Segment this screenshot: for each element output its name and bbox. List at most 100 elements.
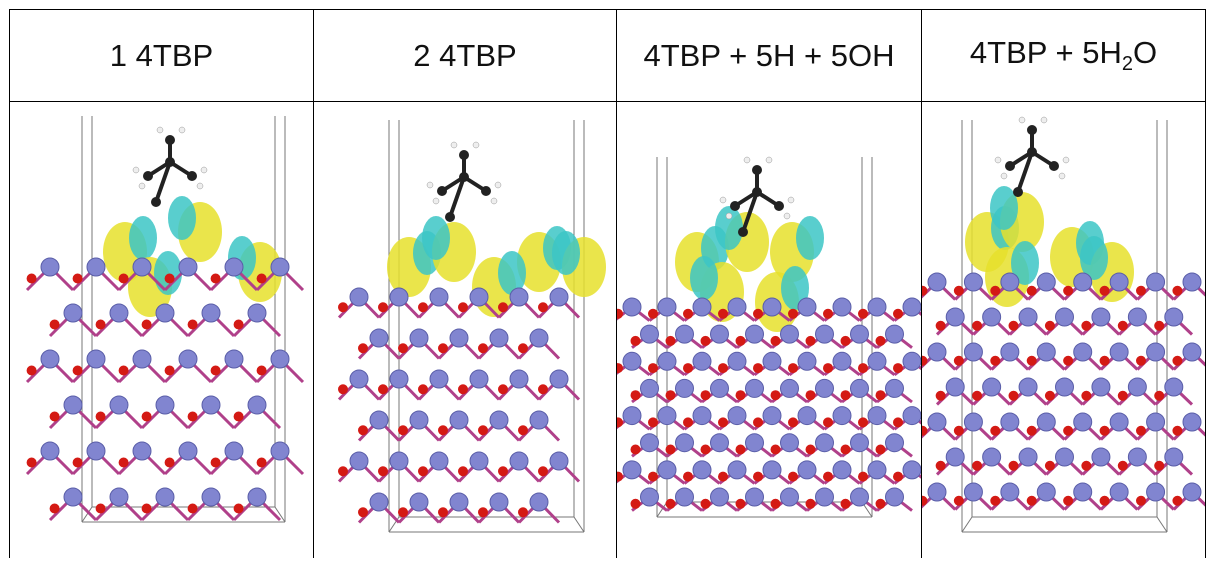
metal-atom: [1037, 343, 1055, 361]
metal-atom: [430, 288, 448, 306]
metal-atom: [728, 461, 746, 479]
oxygen-atom: [648, 417, 658, 427]
metal-atom: [728, 407, 746, 425]
density-cyan: [552, 231, 580, 275]
metal-atom: [1092, 448, 1110, 466]
oxygen-atom: [972, 321, 982, 331]
oxygen-atom: [398, 343, 408, 353]
oxygen-atom: [478, 507, 488, 517]
metal-atom: [370, 329, 388, 347]
oxygen-atom: [1154, 391, 1164, 401]
metal-atom: [928, 483, 946, 501]
metal-atom: [946, 378, 964, 396]
oxygen-atom: [50, 504, 60, 514]
oxygen-atom: [458, 384, 468, 394]
metal-atom: [763, 461, 781, 479]
oxygen-atom: [701, 499, 711, 509]
hydrogen-atom: [427, 182, 433, 188]
oxygen-atom: [771, 445, 781, 455]
oxygen-atom: [96, 504, 106, 514]
metal-atom: [133, 258, 151, 276]
metal-atom: [1147, 343, 1165, 361]
metal-atom: [1074, 273, 1092, 291]
metal-atom: [1056, 308, 1074, 326]
oxygen-atom: [1154, 321, 1164, 331]
metal-atom: [410, 411, 428, 429]
hydrogen-atom: [451, 142, 457, 148]
metal-atom: [179, 258, 197, 276]
metal-atom: [1128, 448, 1146, 466]
metal-atom: [711, 379, 729, 397]
oxygen-atom: [73, 458, 83, 468]
hydrogen-atom: [157, 127, 163, 133]
oxygen-atom: [876, 499, 886, 509]
oxygen-atom: [936, 321, 946, 331]
metal-atom: [133, 350, 151, 368]
metal-atom: [1056, 448, 1074, 466]
oxygen-atom: [736, 499, 746, 509]
oxygen-atom: [1027, 286, 1037, 296]
metal-atom: [928, 273, 946, 291]
metal-atom: [202, 304, 220, 322]
metal-atom: [693, 298, 711, 316]
metal-atom: [64, 488, 82, 506]
oxygen-atom: [701, 390, 711, 400]
density-cyan: [168, 196, 196, 240]
oxygen-atom: [1100, 496, 1110, 506]
oxygen-atom: [142, 504, 152, 514]
oxygen-atom: [648, 472, 658, 482]
metal-atom: [179, 350, 197, 368]
metal-atom: [798, 352, 816, 370]
metal-atom: [868, 461, 886, 479]
oxygen-atom: [823, 417, 833, 427]
metal-atom: [763, 407, 781, 425]
oxygen-atom: [50, 412, 60, 422]
oxygen-atom: [876, 445, 886, 455]
oxygen-atom: [1045, 461, 1055, 471]
oxygen-atom: [666, 336, 676, 346]
hydrogen-atom: [788, 197, 794, 203]
metal-atom: [946, 448, 964, 466]
oxygen-atom: [922, 286, 927, 296]
oxygen-atom: [648, 363, 658, 373]
metal-atom: [510, 370, 528, 388]
header-cell: 1 4TBP: [10, 10, 314, 102]
metal-atom: [623, 298, 641, 316]
metal-atom: [781, 434, 799, 452]
oxygen-atom: [718, 472, 728, 482]
oxygen-atom: [648, 309, 658, 319]
metal-atom: [903, 298, 921, 316]
header-text: 2 4TBP: [413, 38, 516, 73]
oxygen-atom: [631, 445, 641, 455]
hydrogen-atom: [179, 127, 185, 133]
metal-atom: [430, 452, 448, 470]
metal-atom: [928, 343, 946, 361]
image-cell: [314, 102, 617, 559]
oxygen-atom: [1027, 356, 1037, 366]
oxygen-atom: [188, 504, 198, 514]
oxygen-atom: [338, 384, 348, 394]
metal-atom: [903, 407, 921, 425]
oxygen-atom: [211, 458, 221, 468]
metal-atom: [964, 413, 982, 431]
oxygen-atom: [358, 343, 368, 353]
metal-atom: [1183, 413, 1201, 431]
metal-atom: [886, 325, 904, 343]
carbon-atom: [752, 165, 762, 175]
metal-atom: [530, 411, 548, 429]
oxygen-atom: [398, 507, 408, 517]
oxygen-atom: [876, 390, 886, 400]
metal-atom: [763, 352, 781, 370]
carbon-atom: [1005, 161, 1015, 171]
metal-atom: [1165, 378, 1183, 396]
oxygen-atom: [165, 458, 175, 468]
oxygen-atom: [954, 356, 964, 366]
oxygen-atom: [538, 384, 548, 394]
metal-atom: [271, 350, 289, 368]
header-text: 1 4TBP: [110, 38, 213, 73]
oxygen-atom: [378, 302, 388, 312]
oxygen-atom: [806, 390, 816, 400]
oxygen-atom: [1009, 461, 1019, 471]
metal-atom: [470, 370, 488, 388]
metal-atom: [550, 370, 568, 388]
